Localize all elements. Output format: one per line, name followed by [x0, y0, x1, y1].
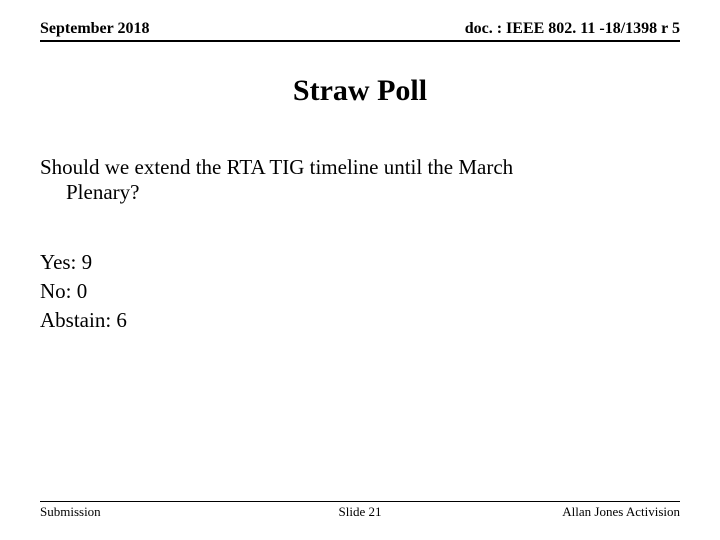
poll-results: Yes: 9 No: 0 Abstain: 6: [40, 250, 127, 337]
footer-center: Slide 21: [339, 504, 382, 520]
result-yes: Yes: 9: [40, 250, 127, 275]
question-line2: Plenary?: [40, 180, 680, 205]
poll-question: Should we extend the RTA TIG timeline un…: [40, 155, 680, 205]
question-line1: Should we extend the RTA TIG timeline un…: [40, 155, 680, 180]
header-docref: doc. : IEEE 802. 11 -18/1398 r 5: [465, 20, 680, 38]
slide-footer: Submission Slide 21 Allan Jones Activisi…: [40, 501, 680, 520]
footer-left: Submission: [40, 504, 101, 520]
footer-right: Allan Jones Activision: [562, 504, 680, 520]
slide-title: Straw Poll: [0, 74, 720, 108]
result-abstain: Abstain: 6: [40, 308, 127, 333]
result-no: No: 0: [40, 279, 127, 304]
slide-header: September 2018 doc. : IEEE 802. 11 -18/1…: [40, 20, 680, 42]
header-date: September 2018: [40, 20, 149, 38]
